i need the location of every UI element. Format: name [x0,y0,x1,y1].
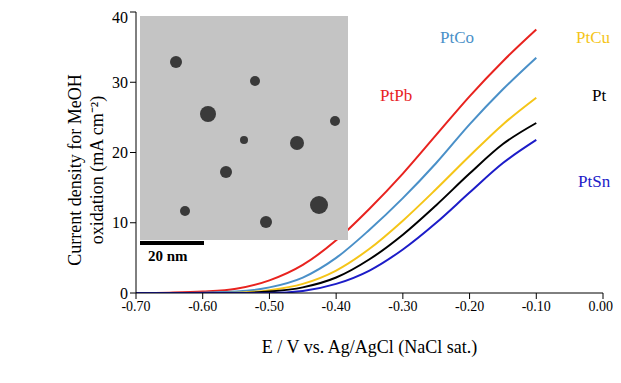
svg-text:0.00: 0.00 [589,299,614,314]
svg-text:-0.50: -0.50 [255,299,284,314]
html-text:oxidation (mA cm⁻²): oxidation (mA cm⁻²) [87,95,107,245]
html-text:PtPb: PtPb [380,86,413,105]
svg-text:E / V vs. Ag/AgCl (NaCl sat.): E / V vs. Ag/AgCl (NaCl sat.) [262,337,477,358]
svg-text:30: 30 [112,74,128,91]
svg-text:-0.70: -0.70 [121,298,151,314]
svg-text:-0.10: -0.10 [522,299,551,314]
svg-text:-0.20: -0.20 [455,299,484,314]
html-text:PtSn: PtSn [578,172,611,191]
html-text:Pt: Pt [592,86,607,105]
svg-text:20: 20 [112,144,128,161]
svg-text:10: 10 [112,214,128,231]
svg-text:40: 40 [112,9,128,26]
svg-text:-0.40: -0.40 [322,299,351,314]
html-text:PtCu: PtCu [576,28,610,47]
svg-text:0: 0 [120,285,128,302]
svg-text:-0.60: -0.60 [188,299,217,314]
html-text:PtCo: PtCo [440,28,474,47]
html-text:Current density for MeOH: Current density for MeOH [65,74,85,266]
svg-text:-0.30: -0.30 [388,299,417,314]
html-text:20 nm: 20 nm [148,248,188,264]
